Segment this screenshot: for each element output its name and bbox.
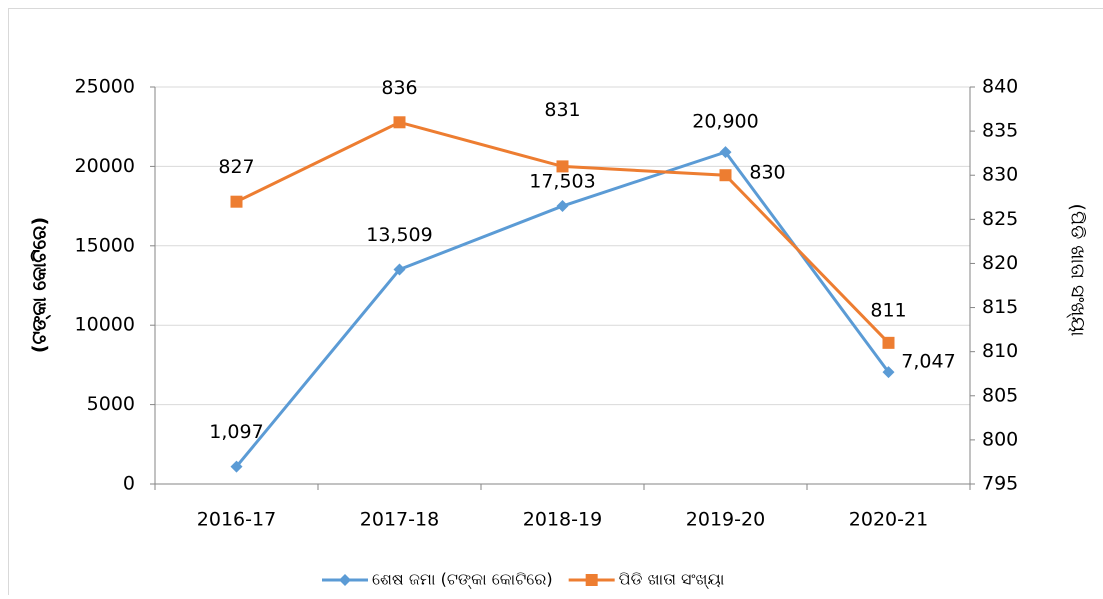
- data-label: 831: [544, 99, 580, 121]
- data-label: 836: [381, 77, 417, 99]
- data-label: 827: [218, 156, 254, 178]
- y2-tick-label: 805: [982, 384, 1018, 406]
- marker: [394, 116, 406, 128]
- y-axis-label: (ଟଙ୍କା କୋଟିରେ): [29, 217, 52, 353]
- legend-label: ପିଡି ଖାତା ସଂଖ୍ୟା: [619, 570, 725, 589]
- y2-tick-label: 815: [982, 296, 1018, 318]
- x-tick-label: 2020-21: [849, 509, 928, 531]
- y-tick-label: 5000: [87, 393, 135, 415]
- y2-axis-label: (ପିଡି ଖାତା ସଂଖ୍ୟା: [1067, 204, 1089, 337]
- y-tick-label: 20000: [75, 155, 135, 177]
- series-line: [237, 122, 889, 343]
- data-label: 17,503: [529, 171, 595, 193]
- marker: [557, 200, 569, 212]
- y2-tick-label: 800: [982, 428, 1018, 450]
- y2-tick-label: 840: [982, 76, 1018, 98]
- data-label: 830: [749, 162, 785, 184]
- y2-tick-label: 820: [982, 252, 1018, 274]
- data-label: 7,047: [901, 351, 955, 373]
- x-tick-label: 2018-19: [523, 509, 602, 531]
- legend-label: ଶେଷ ଜମା (ଟଙ୍କା କୋଟିରେ): [372, 570, 553, 589]
- marker: [557, 160, 569, 172]
- y2-tick-label: 825: [982, 208, 1018, 230]
- y-tick-label: 10000: [75, 314, 135, 336]
- y-tick-label: 15000: [75, 234, 135, 256]
- marker: [883, 337, 895, 349]
- y2-tick-label: 830: [982, 164, 1018, 186]
- data-label: 13,509: [366, 224, 432, 246]
- data-label: 20,900: [692, 111, 758, 133]
- y2-tick-label: 795: [982, 473, 1018, 495]
- x-tick-label: 2016-17: [197, 509, 276, 531]
- marker: [720, 169, 732, 181]
- marker: [586, 574, 598, 586]
- data-label: 811: [870, 299, 906, 321]
- x-tick-label: 2019-20: [686, 509, 765, 531]
- series-line: [237, 152, 889, 466]
- x-tick-label: 2017-18: [360, 509, 439, 531]
- y-tick-label: 25000: [75, 76, 135, 98]
- data-label: 1,097: [209, 421, 263, 443]
- marker: [231, 196, 243, 208]
- chart-border: [9, 9, 1103, 596]
- y2-tick-label: 835: [982, 120, 1018, 142]
- y-tick-label: 0: [123, 473, 135, 495]
- y2-tick-label: 810: [982, 340, 1018, 362]
- marker: [339, 574, 351, 586]
